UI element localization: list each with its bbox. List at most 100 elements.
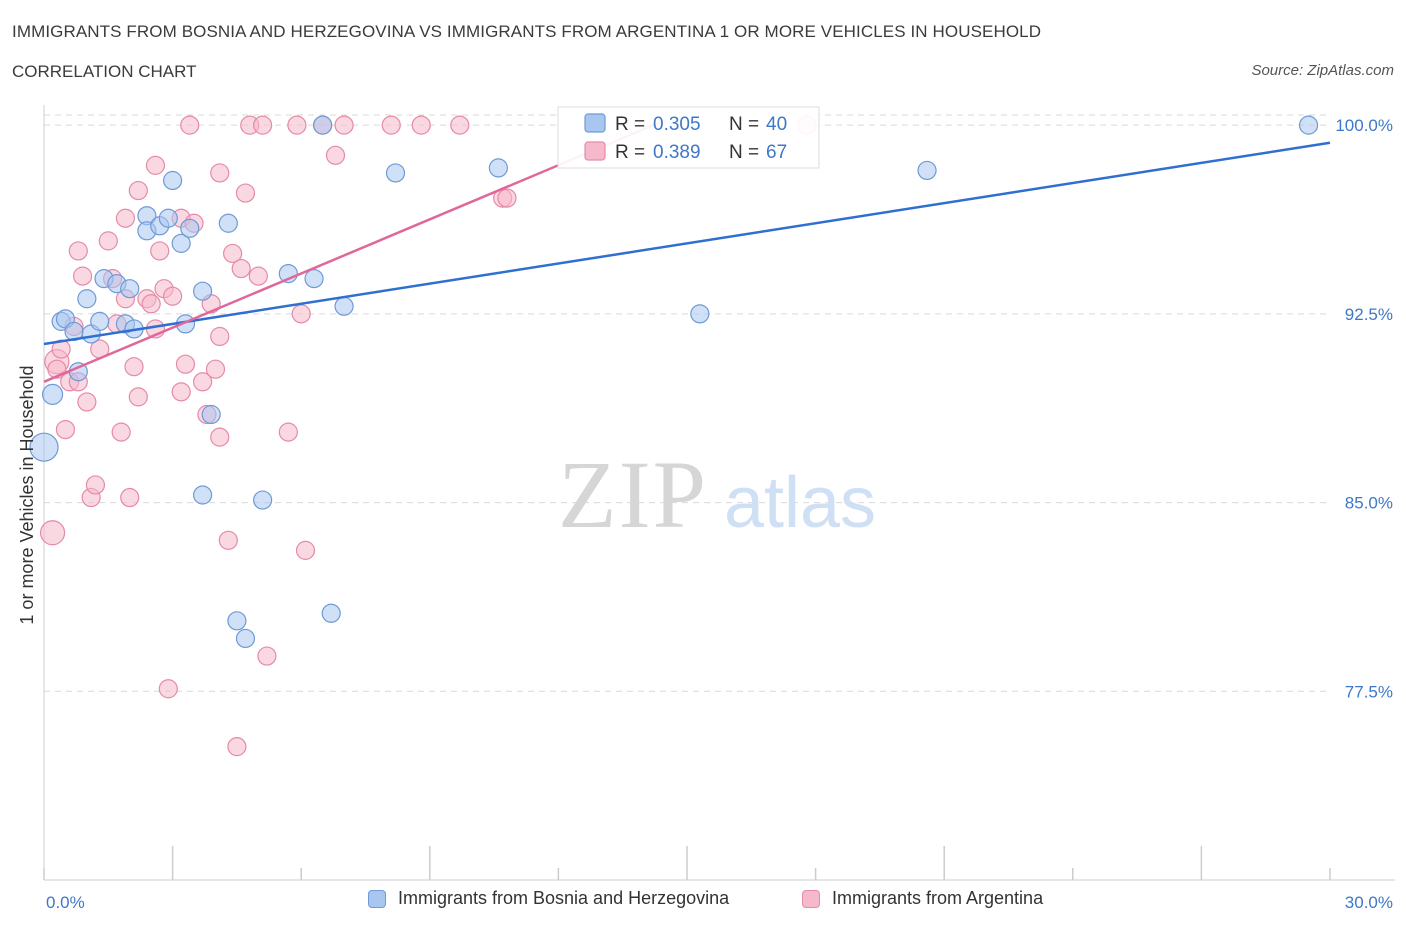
point-bosnia	[158, 208, 178, 228]
point-bosnia	[334, 296, 354, 316]
chart-title: IMMIGRANTS FROM BOSNIA AND HERZEGOVINA V…	[12, 22, 1042, 41]
point-bosnia	[1298, 115, 1319, 135]
point-argentina	[128, 180, 148, 201]
point-argentina	[253, 115, 273, 135]
point-bosnia	[917, 160, 937, 181]
point-argentina	[381, 115, 401, 135]
watermark: ZIP atlas	[558, 441, 876, 548]
source-label: Source: ZipAtlas.com	[1251, 62, 1394, 79]
watermark-atlas: atlas	[724, 463, 876, 543]
point-argentina	[235, 183, 256, 203]
point-argentina	[115, 208, 136, 228]
point-argentina	[227, 737, 247, 757]
point-argentina	[210, 163, 230, 183]
point-argentina	[141, 294, 161, 314]
point-argentina	[210, 427, 230, 447]
point-argentina	[128, 387, 148, 407]
point-bosnia	[218, 213, 238, 233]
legend-label-argentina: Immigrants from Argentina	[832, 888, 1044, 908]
tick-labels: 77.5% 85.0% 92.5% 100.0% 0.0% 30.0%	[46, 116, 1393, 912]
point-bosnia	[488, 158, 508, 178]
y-tick-label: 85.0%	[1345, 494, 1393, 513]
legend-r-value: 0.389	[653, 142, 701, 163]
point-argentina	[39, 520, 66, 546]
point-argentina	[72, 266, 93, 286]
point-argentina	[223, 243, 243, 264]
point-argentina	[411, 115, 431, 135]
point-argentina	[163, 286, 183, 306]
point-argentina	[334, 115, 354, 135]
legend-label-bosnia: Immigrants from Bosnia and Herzegovina	[398, 888, 730, 908]
point-bosnia	[41, 383, 64, 405]
watermark-zip: ZIP	[558, 441, 708, 548]
point-argentina	[171, 382, 191, 402]
point-argentina	[218, 530, 238, 550]
point-bosnia	[171, 233, 191, 253]
point-bosnia	[201, 404, 221, 425]
point-bosnia	[321, 603, 341, 623]
series-argentina-points	[39, 115, 817, 757]
x-tick-label-max: 30.0%	[1345, 893, 1393, 912]
point-argentina	[287, 115, 307, 135]
point-argentina	[450, 115, 470, 135]
point-argentina	[291, 304, 311, 324]
point-bosnia	[235, 628, 256, 649]
legend-item-argentina: Immigrants from Argentina	[802, 888, 1043, 909]
point-argentina	[175, 354, 196, 374]
point-argentina	[158, 679, 178, 699]
point-argentina	[210, 326, 230, 347]
point-argentina	[295, 540, 316, 560]
point-bosnia	[313, 115, 333, 135]
legend-r-label: R =	[615, 142, 645, 163]
legend-bottom: Immigrants from Bosnia and Herzegovina I…	[0, 888, 1406, 918]
point-argentina	[55, 419, 76, 440]
legend-n-value: 40	[766, 114, 787, 135]
x-tick-label-min: 0.0%	[46, 893, 85, 912]
point-bosnia	[120, 279, 140, 299]
point-bosnia	[227, 611, 247, 631]
point-argentina	[77, 392, 97, 412]
point-bosnia	[90, 311, 110, 331]
y-tick-label: 100.0%	[1335, 116, 1393, 135]
point-argentina	[68, 241, 88, 261]
point-argentina	[231, 258, 251, 279]
point-argentina	[180, 115, 200, 135]
point-bosnia	[690, 304, 710, 324]
point-argentina	[124, 357, 144, 377]
axes	[43, 105, 1395, 881]
legend-n-value: 67	[766, 142, 787, 163]
point-argentina	[98, 231, 118, 251]
y-tick-label: 77.5%	[1345, 682, 1393, 701]
point-argentina	[248, 266, 268, 286]
chart-subtitle: CORRELATION CHART	[12, 62, 197, 81]
point-argentina	[278, 422, 298, 442]
point-argentina	[150, 241, 170, 261]
point-bosnia	[385, 163, 406, 183]
trend-line-bosnia	[43, 141, 1331, 346]
point-bosnia	[180, 218, 200, 238]
point-argentina	[497, 188, 517, 208]
point-argentina	[145, 155, 166, 175]
point-argentina	[111, 422, 131, 442]
point-argentina	[120, 487, 140, 508]
legend-stats: R = 0.305 N = 40 R = 0.389 N = 67	[557, 106, 820, 169]
point-argentina	[193, 372, 213, 392]
series-bosnia-points	[29, 115, 1319, 649]
point-bosnia	[163, 170, 183, 191]
legend-item-bosnia: Immigrants from Bosnia and Herzegovina	[368, 888, 729, 909]
point-argentina	[51, 339, 71, 359]
point-bosnia	[29, 432, 59, 462]
point-bosnia	[193, 281, 213, 301]
legend-swatch-bosnia	[368, 889, 386, 908]
y-tick-label: 92.5%	[1345, 305, 1393, 324]
point-argentina	[325, 145, 346, 165]
point-argentina	[205, 359, 226, 379]
gridlines	[44, 114, 1330, 692]
point-bosnia	[77, 289, 97, 309]
legend-swatch-argentina	[584, 141, 606, 161]
point-argentina	[257, 646, 277, 666]
legend-n-label: N =	[729, 142, 759, 163]
legend-n-label: N =	[729, 114, 759, 135]
point-bosnia	[193, 485, 213, 505]
